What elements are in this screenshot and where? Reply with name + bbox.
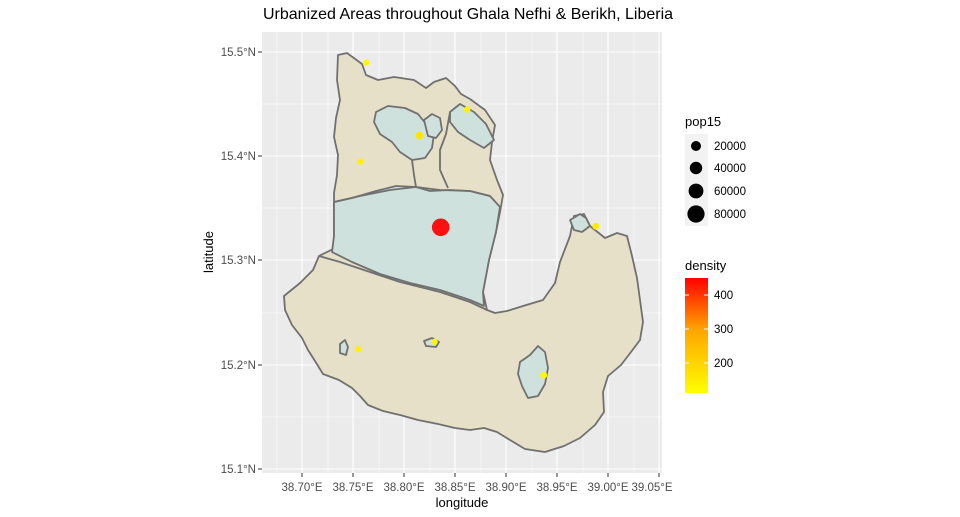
size-legend-label: 40000 — [714, 163, 746, 175]
x-tick-label: 38.95°E — [536, 482, 577, 494]
density-legend-title: density — [685, 258, 727, 273]
points-layer — [355, 59, 600, 379]
size-legend-key — [691, 141, 701, 151]
density-colorbar — [685, 278, 708, 393]
population-point — [464, 106, 471, 113]
density-legend-label: 300 — [714, 324, 733, 336]
x-tick-label: 39.00°E — [587, 482, 628, 494]
density-legend-label: 400 — [714, 290, 733, 302]
y-axis: 15.5°N 15.4°N 15.3°N 15.2°N 15.1°N latit… — [201, 47, 262, 476]
size-legend-label: 80000 — [714, 209, 746, 221]
population-point — [415, 131, 424, 140]
density-legend-label: 200 — [714, 358, 733, 370]
x-axis: 38.70°E 38.75°E 38.80°E 38.85°E 38.90°E … — [281, 473, 673, 510]
x-axis-title: longitude — [436, 495, 489, 510]
x-tick-label: 38.70°E — [281, 482, 322, 494]
x-tick-label: 39.05°E — [631, 482, 672, 494]
x-tick-label: 38.85°E — [434, 482, 475, 494]
urban-area-east — [569, 213, 591, 233]
size-legend-label: 20000 — [714, 141, 746, 153]
size-legend-key — [688, 183, 704, 199]
y-tick-label: 15.1°N — [221, 464, 256, 476]
map-title: Urbanized Areas throughout Ghala Nefhi &… — [263, 6, 674, 23]
density-legend: density 400 300 200 — [685, 258, 733, 393]
urban-area-north — [373, 105, 435, 161]
size-legend-key-bg — [685, 134, 708, 226]
population-point — [431, 338, 438, 345]
urban-area-central — [331, 185, 501, 307]
population-point — [357, 158, 364, 165]
population-point — [355, 346, 362, 353]
y-tick-label: 15.3°N — [221, 255, 256, 267]
y-tick-label: 15.4°N — [221, 151, 256, 163]
population-point — [592, 222, 600, 230]
size-legend-key — [687, 205, 705, 223]
district-divider-ne — [439, 111, 451, 189]
population-point — [431, 218, 450, 237]
urban-area-southeast — [517, 345, 549, 399]
y-axis-title: latitude — [201, 231, 216, 273]
x-tick-label: 38.80°E — [383, 482, 424, 494]
population-point — [540, 371, 548, 379]
x-tick-label: 38.90°E — [485, 482, 526, 494]
district-divider-south — [318, 255, 488, 311]
y-tick-label: 15.2°N — [221, 360, 256, 372]
urban-area-southwest — [339, 339, 349, 356]
x-tick-label: 38.75°E — [332, 482, 373, 494]
population-point — [363, 59, 370, 66]
size-legend: pop15 20000 40000 60000 80000 — [685, 114, 746, 226]
y-tick-label: 15.5°N — [221, 47, 256, 59]
size-legend-label: 60000 — [714, 186, 746, 198]
size-legend-key — [689, 161, 703, 175]
region-layer — [283, 52, 644, 453]
size-legend-title: pop15 — [685, 114, 721, 129]
district-divider-north — [411, 159, 417, 188]
urban-area-north-small — [423, 113, 443, 139]
